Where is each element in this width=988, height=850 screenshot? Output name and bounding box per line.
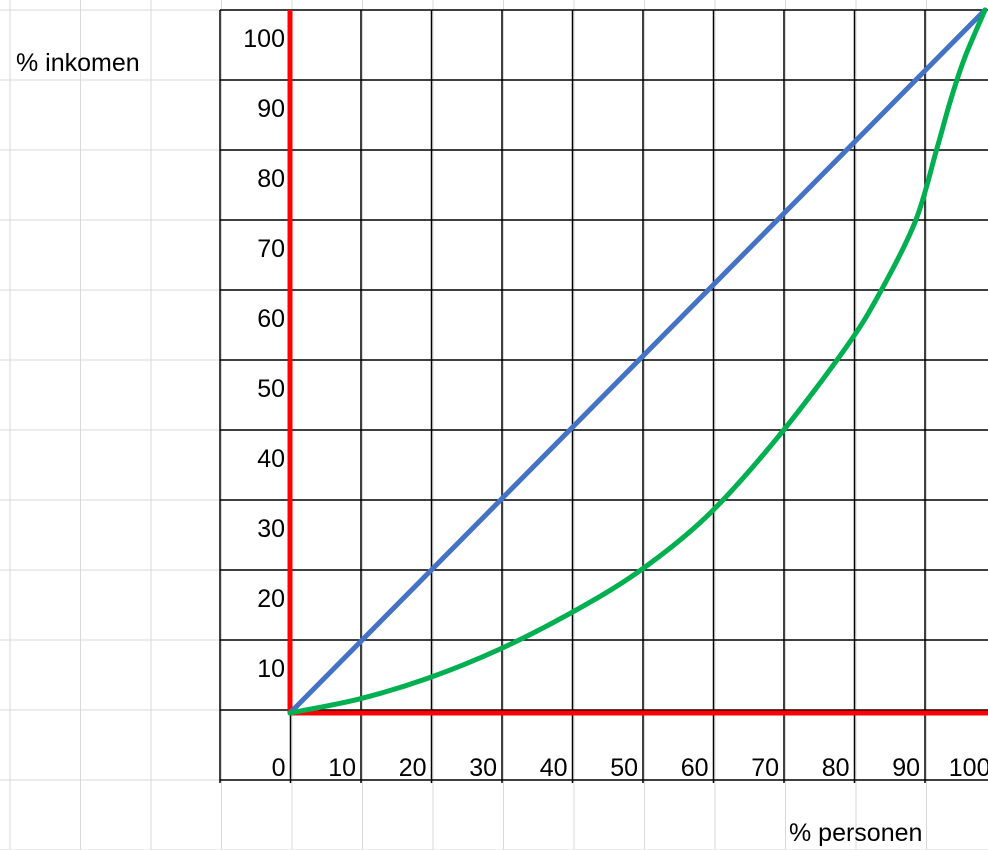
y-tick-label: 90 bbox=[257, 95, 285, 123]
y-tick-label: 60 bbox=[257, 305, 285, 333]
y-axis-title: % inkomen bbox=[16, 49, 140, 77]
y-tick-label: 50 bbox=[257, 375, 285, 403]
equality-line bbox=[287, 7, 988, 716]
x-tick-label: 0 bbox=[272, 754, 286, 782]
x-tick-label: 10 bbox=[328, 754, 356, 782]
x-tick-label: 80 bbox=[822, 754, 850, 782]
chart-labels: 10 20 30 40 50 60 70 80 90 100 0 10 20 30 40 50 60 70 80 90… bbox=[243, 25, 988, 782]
lorenz-curve bbox=[287, 7, 988, 716]
x-axis-title: % personen bbox=[789, 819, 922, 847]
x-tick-label: 70 bbox=[751, 754, 779, 782]
x-tick-label: 40 bbox=[540, 754, 568, 782]
chart-gridlines bbox=[219, 9, 988, 783]
y-tick-label: 100 bbox=[243, 25, 285, 53]
y-tick-label: 30 bbox=[257, 515, 285, 543]
chart-series bbox=[287, 7, 988, 716]
chart-axes bbox=[287, 10, 988, 716]
x-tick-label: 20 bbox=[399, 754, 427, 782]
y-tick-label: 10 bbox=[257, 655, 285, 683]
x-tick-label: 50 bbox=[610, 754, 638, 782]
y-tick-label: 80 bbox=[257, 165, 285, 193]
y-tick-label: 70 bbox=[257, 235, 285, 263]
x-tick-label: 30 bbox=[469, 754, 497, 782]
y-tick-label: 40 bbox=[257, 445, 285, 473]
y-tick-label: 20 bbox=[257, 585, 285, 613]
x-tick-label: 60 bbox=[681, 754, 709, 782]
x-tick-label: 90 bbox=[892, 754, 920, 782]
x-tick-label: 100 bbox=[949, 754, 988, 782]
